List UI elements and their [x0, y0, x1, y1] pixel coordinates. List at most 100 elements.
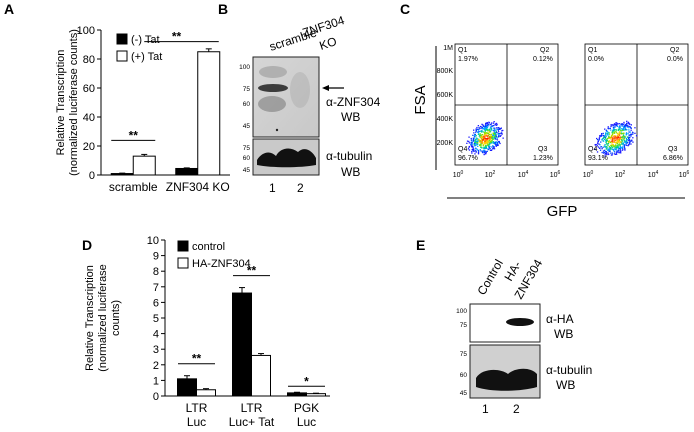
- scatter-point: [611, 135, 613, 137]
- scatter-point: [470, 139, 472, 141]
- legend-swatch: [116, 33, 128, 45]
- scatter-point: [480, 150, 482, 152]
- scatter-point: [482, 147, 484, 149]
- scatter-point: [626, 136, 629, 138]
- scatter-point: [607, 137, 609, 139]
- scatter-point: [600, 146, 602, 148]
- scatter-point: [491, 140, 493, 142]
- svg-text:102: 102: [485, 170, 496, 179]
- blot-b-top-antibody: α-ZNF304: [326, 95, 381, 109]
- bar: [177, 378, 197, 397]
- scatter-point: [623, 136, 625, 138]
- scatter-point: [489, 149, 492, 151]
- blot-e-marker-75b: 75: [460, 351, 468, 358]
- scatter-point: [497, 129, 499, 131]
- scatter-point: [495, 129, 497, 132]
- scatter-point: [619, 150, 621, 152]
- scatter-point: [485, 135, 488, 137]
- y-tick-label: 7: [153, 282, 159, 294]
- scatter-point: [484, 150, 486, 152]
- scatter-point: [620, 141, 623, 144]
- scatter-point: [497, 144, 499, 146]
- scatter-point: [486, 123, 488, 125]
- scatter-point: [475, 128, 477, 130]
- scatter-point: [472, 139, 475, 141]
- flow-xticks-1: 100 102 104 106: [453, 170, 561, 179]
- scatter-point: [608, 140, 611, 142]
- scatter-point: [623, 121, 625, 124]
- scatter-point: [609, 147, 611, 149]
- scatter-point: [601, 133, 603, 135]
- scatter-point: [596, 151, 599, 153]
- blot-e-lane-number-1: 1: [482, 402, 489, 416]
- ytick-600k: 600K: [437, 92, 454, 99]
- category-label: Luc: [187, 415, 206, 429]
- scatter-point: [482, 125, 484, 127]
- scatter-point: [630, 135, 632, 137]
- scatter-point: [494, 124, 496, 126]
- scatter-point: [612, 138, 615, 140]
- scatter-point: [617, 136, 619, 138]
- scatter-point: [498, 135, 500, 137]
- scatter-point: [627, 139, 629, 141]
- scatter-point: [476, 142, 478, 144]
- scatter-point: [615, 123, 617, 126]
- scatter-point: [624, 137, 626, 139]
- flow-xticks-2: 100 102 104 106: [583, 170, 690, 179]
- scatter-point: [480, 131, 483, 133]
- scatter-point: [628, 143, 630, 146]
- scatter-point: [478, 128, 480, 130]
- scatter-point: [603, 151, 605, 154]
- scatter-point: [482, 131, 484, 133]
- scatter-point: [486, 144, 488, 146]
- scatter-point: [598, 143, 600, 145]
- scatter-point: [480, 145, 482, 147]
- scatter-point: [608, 132, 610, 134]
- scatter-point: [607, 143, 610, 145]
- scatter-point: [484, 133, 486, 135]
- scatter-point: [480, 146, 482, 148]
- scatter-point: [491, 137, 493, 139]
- scatter-point: [610, 147, 612, 150]
- scatter-point: [498, 141, 500, 144]
- scatter-point: [598, 138, 601, 140]
- scatter-point: [498, 127, 501, 129]
- scatter-point: [472, 140, 475, 142]
- scatter-point: [489, 131, 492, 133]
- scatter-point: [495, 141, 497, 143]
- scatter-point: [625, 134, 627, 136]
- y-tick-label: 2: [153, 360, 159, 372]
- scatter-point: [622, 138, 624, 140]
- scatter-point: [626, 122, 628, 124]
- scatter-point: [597, 139, 599, 141]
- scatter-point: [619, 141, 621, 144]
- scatter-point: [496, 123, 498, 125]
- scatter-point: [616, 139, 619, 142]
- scatter-point: [630, 143, 632, 145]
- scatter-point: [611, 133, 614, 136]
- scatter-point: [622, 144, 624, 146]
- y-tick-label: 40: [83, 112, 95, 124]
- scatter-point: [615, 124, 617, 127]
- blot-b-top-wb: WB: [341, 110, 360, 124]
- svg-text:Q2: Q2: [670, 47, 679, 54]
- y-axis-label-line: Relative Transcription: [55, 50, 67, 156]
- scatter-point: [612, 130, 614, 132]
- scatter-point: [484, 134, 486, 136]
- scatter-point: [615, 142, 617, 144]
- scatter-point: [475, 142, 477, 145]
- scatter-point: [625, 138, 628, 141]
- scatter-point: [604, 153, 606, 155]
- scatter-point: [608, 150, 610, 152]
- scatter-point: [501, 130, 503, 132]
- scatter-point: [596, 137, 598, 140]
- scatter-point: [494, 132, 496, 134]
- scatter-point: [492, 146, 494, 148]
- scatter-point: [611, 131, 613, 133]
- scatter-point: [474, 150, 476, 152]
- scatter-point: [473, 150, 475, 153]
- scatter-point: [494, 133, 496, 136]
- scatter-point: [492, 141, 495, 143]
- scatter-point: [595, 143, 597, 146]
- scatter-point: [607, 131, 609, 133]
